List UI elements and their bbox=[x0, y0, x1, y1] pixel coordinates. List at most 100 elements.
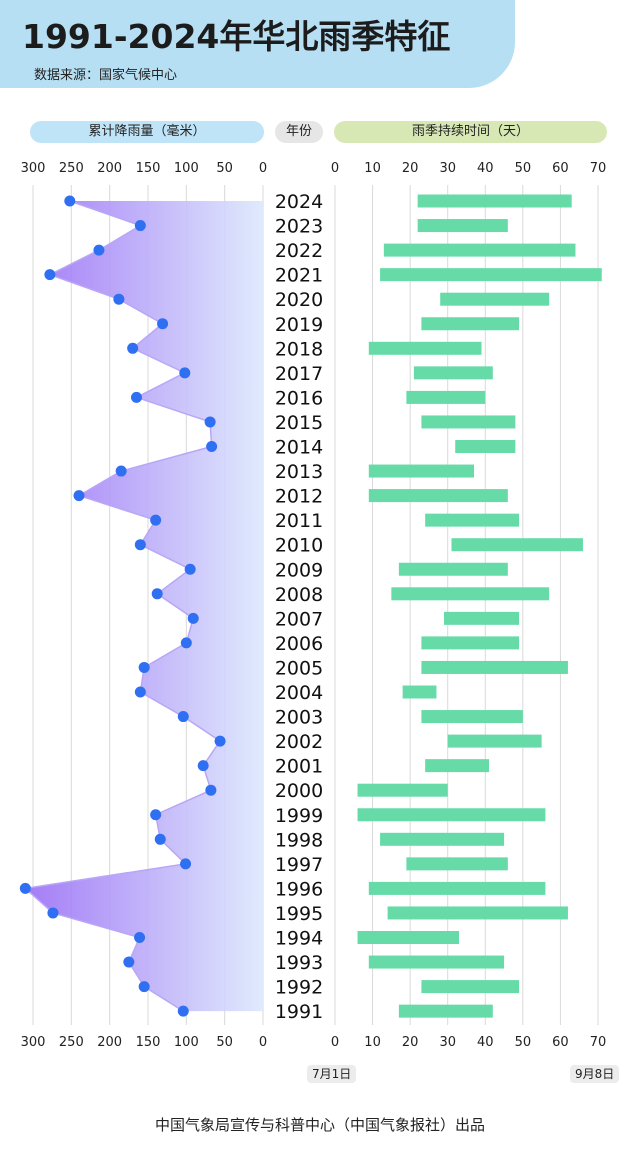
duration-bar bbox=[447, 734, 542, 748]
duration-tick-label-top: 70 bbox=[590, 161, 607, 176]
rainfall-point bbox=[177, 711, 189, 723]
footer-credit: 中国气象局宣传与科普中心（中国气象报社）出品 bbox=[154, 1116, 485, 1134]
rain-tick-label-bottom: 250 bbox=[59, 1035, 84, 1050]
duration-tick-label-bottom: 40 bbox=[477, 1035, 494, 1050]
duration-bar bbox=[368, 881, 546, 895]
duration-axis-title: 雨季持续时间（天） bbox=[334, 121, 607, 143]
year-label: 2016 bbox=[275, 387, 323, 409]
duration-bar bbox=[357, 783, 448, 797]
rainfall-point bbox=[206, 441, 218, 452]
year-label: 1993 bbox=[275, 952, 323, 974]
duration-bar bbox=[357, 931, 459, 944]
rainfall-point bbox=[127, 342, 139, 354]
year-label: 1998 bbox=[275, 829, 323, 851]
duration-bar bbox=[402, 685, 437, 699]
year-label: 2020 bbox=[275, 289, 323, 311]
duration-tick-label-top: 30 bbox=[439, 161, 456, 176]
year-label: 2012 bbox=[275, 486, 323, 508]
year-label: 2019 bbox=[275, 314, 323, 336]
rain-tick-label-top: 0 bbox=[259, 161, 267, 176]
duration-tick-label-top: 50 bbox=[515, 161, 532, 176]
duration-bar bbox=[406, 857, 508, 871]
duration-tick-label-bottom: 0 bbox=[331, 1035, 339, 1050]
duration-tick-label-bottom: 70 bbox=[590, 1035, 607, 1050]
year-label: 2014 bbox=[275, 437, 323, 459]
rainfall-point bbox=[138, 981, 150, 993]
rainfall-point bbox=[134, 539, 146, 551]
year-label: 2011 bbox=[275, 510, 323, 532]
year-column-title: 年份 bbox=[275, 121, 323, 143]
end-date-tag: 9月8日 bbox=[570, 1065, 620, 1083]
year-label: 2008 bbox=[275, 584, 323, 606]
rainfall-point bbox=[180, 637, 192, 649]
duration-bar bbox=[357, 808, 546, 822]
year-label: 2006 bbox=[275, 633, 323, 655]
rain-tick-label-top: 300 bbox=[21, 161, 46, 176]
duration-bar bbox=[406, 390, 486, 404]
year-label: 1991 bbox=[275, 1001, 323, 1023]
rainfall-point bbox=[47, 907, 59, 919]
duration-tick-label-top: 0 bbox=[331, 161, 339, 176]
rainfall-point bbox=[184, 563, 196, 575]
duration-bar bbox=[368, 955, 505, 969]
rainfall-point bbox=[150, 809, 162, 821]
rain-tick-label-bottom: 200 bbox=[97, 1035, 122, 1050]
duration-bar bbox=[421, 980, 520, 994]
year-label: 2003 bbox=[275, 707, 323, 729]
duration-tick-label-bottom: 30 bbox=[439, 1035, 456, 1050]
duration-bar bbox=[380, 832, 505, 846]
rainfall-point bbox=[180, 858, 192, 870]
duration-bar bbox=[387, 906, 568, 920]
duration-tick-label-top: 10 bbox=[364, 161, 381, 176]
rainfall-point bbox=[214, 735, 226, 747]
rainfall-line bbox=[23, 200, 222, 1012]
duration-tick-label-top: 20 bbox=[402, 161, 419, 176]
duration-tick-label-top: 40 bbox=[477, 161, 494, 176]
year-label: 2022 bbox=[275, 240, 323, 262]
duration-bar bbox=[368, 464, 475, 478]
rainfall-point bbox=[138, 661, 150, 673]
rainfall-point bbox=[113, 293, 125, 305]
rainfall-point bbox=[179, 367, 191, 379]
rainfall-point bbox=[197, 760, 209, 772]
duration-tick-label-bottom: 50 bbox=[515, 1035, 532, 1050]
rainfall-point bbox=[157, 318, 169, 330]
year-label: 2002 bbox=[275, 731, 323, 753]
duration-bar bbox=[398, 1004, 493, 1018]
duration-bar bbox=[425, 513, 520, 527]
rainfall-axis-title: 累计降雨量（毫米） bbox=[30, 121, 264, 143]
rainfall-point bbox=[150, 514, 162, 526]
rainfall-point bbox=[64, 195, 76, 207]
rainfall-point bbox=[44, 269, 56, 281]
start-date-tag: 7月1日 bbox=[307, 1065, 357, 1083]
duration-bar bbox=[391, 587, 550, 601]
rainfall-point bbox=[187, 612, 199, 624]
page-title: 1991-2024年华北雨季特征 bbox=[22, 17, 451, 56]
duration-tick-label-bottom: 20 bbox=[402, 1035, 419, 1050]
duration-tick-label-bottom: 10 bbox=[364, 1035, 381, 1050]
year-label: 2017 bbox=[275, 363, 323, 385]
year-label: 2005 bbox=[275, 657, 323, 679]
rainfall-point bbox=[177, 1005, 189, 1017]
rainfall-point bbox=[131, 391, 142, 403]
year-label: 1997 bbox=[275, 854, 323, 876]
year-label: 2024 bbox=[275, 191, 323, 213]
year-label: 2013 bbox=[275, 461, 323, 483]
year-label: 2010 bbox=[275, 535, 323, 557]
rain-tick-label-bottom: 100 bbox=[174, 1035, 199, 1050]
duration-bar bbox=[421, 710, 523, 724]
duration-bar bbox=[368, 489, 508, 503]
duration-bar bbox=[440, 292, 550, 306]
duration-bar bbox=[421, 660, 568, 674]
rainfall-point bbox=[123, 956, 135, 968]
rain-tick-label-bottom: 0 bbox=[259, 1035, 267, 1050]
rainfall-point bbox=[204, 416, 216, 428]
year-label: 1995 bbox=[275, 903, 323, 925]
year-label: 1992 bbox=[275, 977, 323, 999]
duration-tick-label-top: 60 bbox=[552, 161, 569, 176]
rain-tick-label-bottom: 300 bbox=[21, 1035, 46, 1050]
year-label: 2007 bbox=[275, 608, 323, 630]
year-label: 1996 bbox=[275, 878, 323, 900]
data-source: 数据来源：国家气候中心 bbox=[34, 68, 178, 83]
